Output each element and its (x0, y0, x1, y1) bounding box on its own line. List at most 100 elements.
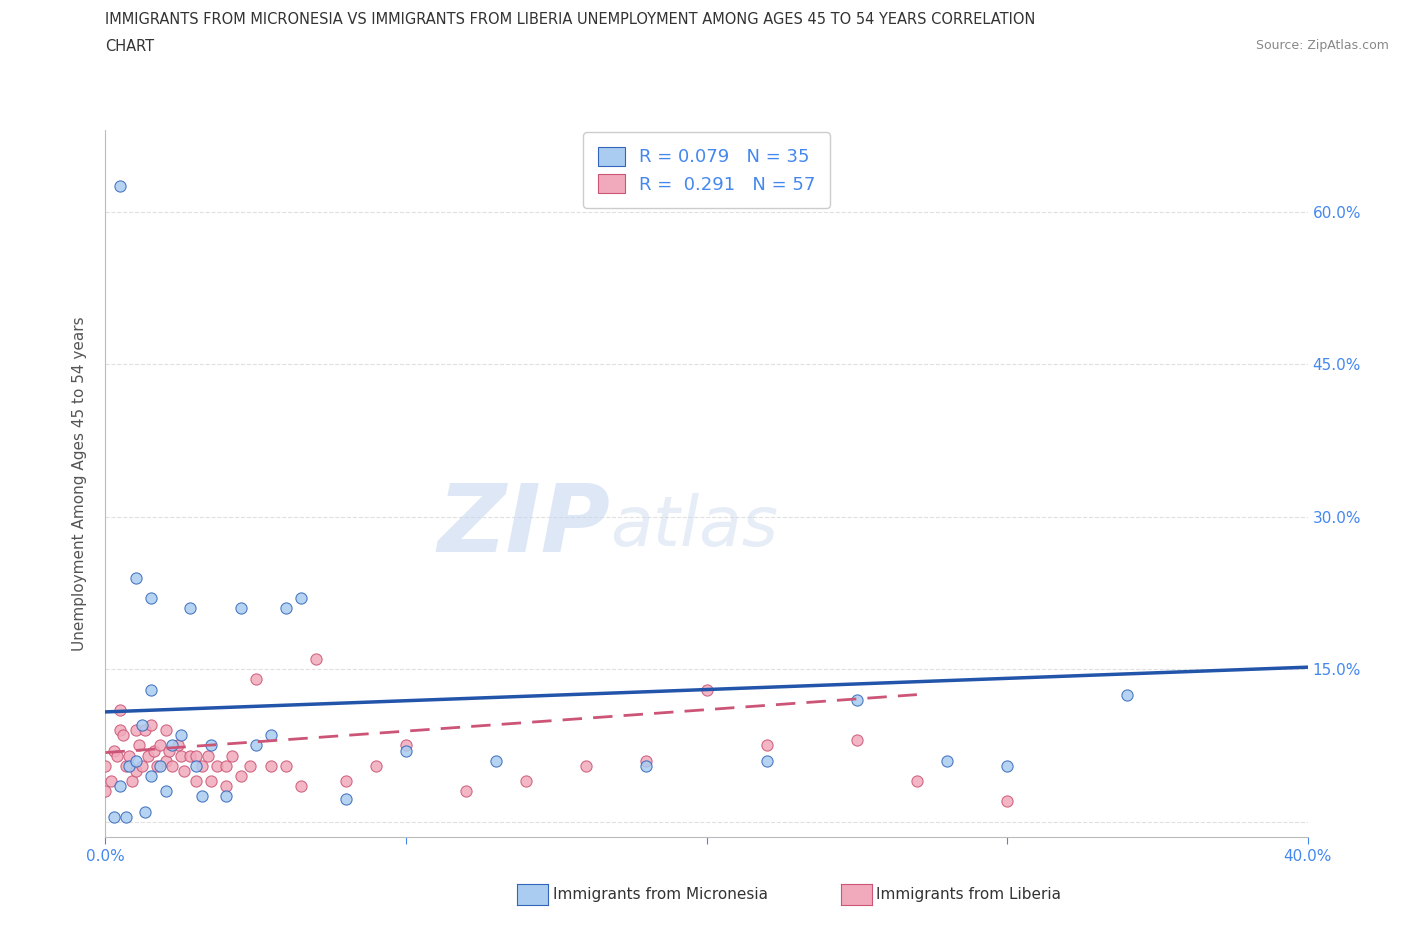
Point (221, 749, 243, 764)
Point (1116, 687, 1139, 702)
Point (107, 749, 129, 764)
Text: Source: ZipAtlas.com: Source: ZipAtlas.com (1256, 39, 1389, 52)
Point (134, 804, 156, 819)
Point (169, 749, 191, 764)
Point (112, 728, 135, 743)
Text: ZIP: ZIP (437, 480, 610, 572)
Point (124, 764, 146, 778)
Point (139, 591, 162, 605)
Point (305, 652, 328, 667)
Point (845, 692, 868, 707)
Legend: R = 0.079   N = 35, R =  0.291   N = 57: R = 0.079 N = 35, R = 0.291 N = 57 (583, 132, 830, 208)
Point (100, 774, 122, 789)
Point (636, 758, 658, 773)
Point (169, 728, 191, 743)
Point (179, 749, 201, 764)
Point (124, 753, 146, 768)
Point (110, 179, 132, 193)
Point (229, 601, 252, 616)
Point (214, 778, 236, 793)
Point (142, 743, 165, 758)
Point (131, 758, 153, 773)
Point (995, 794, 1018, 809)
Point (936, 753, 959, 768)
Point (115, 758, 138, 773)
Point (124, 723, 146, 737)
Point (118, 749, 141, 764)
Point (575, 758, 598, 773)
Point (845, 733, 868, 748)
Point (160, 738, 183, 753)
Point (94, 758, 117, 773)
Point (136, 749, 159, 764)
Point (173, 764, 195, 778)
Point (290, 591, 312, 605)
Point (274, 601, 297, 616)
Point (110, 778, 132, 793)
Point (179, 601, 201, 616)
Point (148, 758, 170, 773)
Point (145, 758, 167, 773)
Point (184, 774, 207, 789)
Point (696, 682, 718, 697)
Point (636, 753, 658, 768)
Point (515, 774, 537, 789)
Point (115, 809, 138, 824)
Point (94, 784, 117, 799)
Text: IMMIGRANTS FROM MICRONESIA VS IMMIGRANTS FROM LIBERIA UNEMPLOYMENT AMONG AGES 45: IMMIGRANTS FROM MICRONESIA VS IMMIGRANTS… (105, 12, 1036, 27)
Text: atlas: atlas (610, 493, 779, 560)
Point (148, 738, 170, 753)
Point (110, 702, 132, 717)
Point (260, 758, 283, 773)
Point (103, 809, 125, 824)
Point (274, 758, 297, 773)
Point (121, 774, 143, 789)
Point (139, 682, 162, 697)
Point (335, 774, 357, 789)
Point (239, 758, 262, 773)
Point (395, 743, 418, 758)
Point (155, 723, 177, 737)
Point (110, 723, 132, 737)
Text: CHART: CHART (105, 39, 155, 54)
Point (454, 784, 477, 799)
Point (184, 749, 207, 764)
Point (200, 738, 222, 753)
Point (197, 749, 219, 764)
Point (131, 718, 153, 733)
Point (214, 758, 236, 773)
Point (200, 774, 222, 789)
Point (395, 738, 418, 753)
Point (166, 738, 188, 753)
Point (229, 768, 252, 783)
Point (128, 738, 150, 753)
Text: Immigrants from Liberia: Immigrants from Liberia (876, 887, 1062, 902)
Point (160, 758, 183, 773)
Point (190, 758, 212, 773)
Point (139, 768, 162, 783)
Point (184, 758, 207, 773)
Point (290, 778, 312, 793)
Point (214, 789, 236, 804)
Point (245, 672, 267, 687)
Point (157, 743, 180, 758)
Point (124, 570, 146, 585)
Point (905, 774, 928, 789)
Y-axis label: Unemployment Among Ages 45 to 54 years: Unemployment Among Ages 45 to 54 years (72, 316, 87, 651)
Point (245, 738, 267, 753)
Point (335, 792, 357, 807)
Point (755, 753, 778, 768)
Point (755, 738, 778, 753)
Point (485, 753, 508, 768)
Point (118, 758, 141, 773)
Point (155, 753, 177, 768)
Point (260, 728, 283, 743)
Point (155, 784, 177, 799)
Point (190, 789, 212, 804)
Point (139, 718, 162, 733)
Point (205, 758, 228, 773)
Point (364, 758, 387, 773)
Text: Immigrants from Micronesia: Immigrants from Micronesia (553, 887, 768, 902)
Point (134, 723, 156, 737)
Point (995, 758, 1018, 773)
